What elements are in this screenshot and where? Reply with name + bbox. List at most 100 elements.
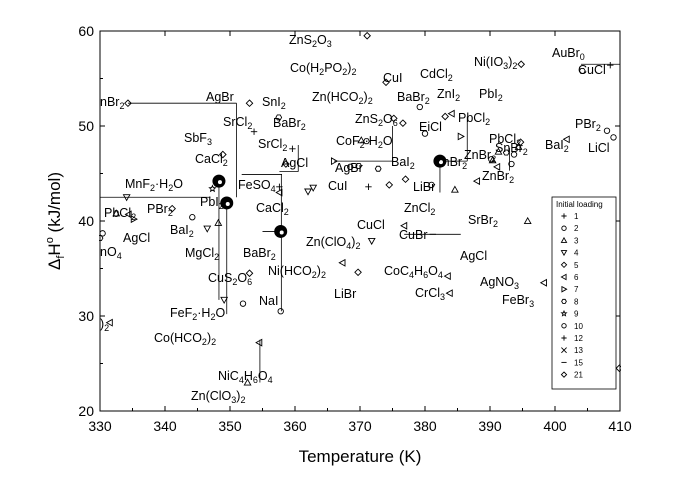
data-point bbox=[219, 150, 227, 159]
point-label: SnBr2 bbox=[495, 141, 528, 157]
point-label: PbI2 bbox=[200, 195, 224, 211]
data-markers bbox=[99, 31, 621, 386]
data-point bbox=[367, 237, 376, 246]
point-label: CaCl2 bbox=[195, 152, 228, 168]
data-point bbox=[514, 142, 523, 150]
point-label: AgCl bbox=[123, 231, 150, 245]
x-axis-title: Temperature (K) bbox=[299, 447, 422, 466]
data-point bbox=[245, 99, 254, 108]
point-label: SrBr2 bbox=[468, 213, 498, 229]
point-label: SnI2 bbox=[262, 95, 286, 111]
data-point bbox=[517, 60, 526, 69]
data-point bbox=[607, 62, 614, 69]
data-point bbox=[447, 109, 455, 118]
point-label: SrCl2 bbox=[258, 137, 287, 153]
plot-area bbox=[99, 30, 621, 412]
point-label: Ni(IO3)2 bbox=[474, 55, 517, 71]
legend-entry-label: 13 bbox=[574, 346, 583, 355]
highlight-point-core bbox=[438, 160, 443, 165]
legend-entry-label: 8 bbox=[574, 297, 579, 306]
data-point bbox=[450, 185, 459, 193]
data-point bbox=[382, 78, 390, 87]
x-tick-label: 410 bbox=[608, 418, 632, 434]
data-point bbox=[330, 157, 339, 166]
point-label: PbCl2 bbox=[104, 206, 136, 222]
data-point bbox=[539, 278, 547, 287]
legend-entry-label: 9 bbox=[574, 310, 579, 319]
data-point bbox=[400, 221, 408, 230]
legend-entry-label: 2 bbox=[574, 224, 579, 233]
point-label: BaBr2 bbox=[397, 90, 430, 106]
point-label: LiBr bbox=[334, 287, 356, 301]
x-tick-label: 340 bbox=[153, 418, 177, 434]
data-point bbox=[421, 130, 429, 137]
data-point bbox=[510, 151, 518, 158]
legend-marker bbox=[561, 225, 567, 231]
legend-marker bbox=[561, 347, 567, 354]
point-label: PbI2 bbox=[479, 87, 503, 103]
data-point bbox=[275, 114, 283, 121]
y-tick-label: 20 bbox=[78, 403, 94, 419]
x-tick-label: 380 bbox=[413, 418, 437, 434]
point-label: nO4 bbox=[100, 245, 122, 261]
point-label: ZnCl2 bbox=[404, 201, 435, 217]
point-label: AgBr bbox=[206, 90, 234, 104]
point-label: ZnBr2 bbox=[464, 148, 496, 164]
legend-entry-label: 5 bbox=[574, 261, 579, 270]
legend-box bbox=[551, 196, 617, 390]
data-point bbox=[508, 160, 515, 168]
point-label: ZnBr2 bbox=[482, 169, 514, 185]
legend-entry-label: 15 bbox=[574, 358, 583, 367]
point-label: CuBr bbox=[399, 228, 427, 242]
point-label: CuI bbox=[383, 71, 402, 85]
data-point bbox=[494, 147, 503, 155]
point-label: Co(H2PO2)2 bbox=[290, 61, 356, 77]
point-label: Zn(ClO3)2 bbox=[191, 389, 245, 405]
point-label: LiCl bbox=[588, 141, 610, 155]
point-label: CuS2O6 bbox=[208, 271, 252, 287]
point-label: nBr2 bbox=[100, 95, 124, 111]
point-label: Zn(HCO2)2 bbox=[312, 90, 373, 106]
data-point bbox=[610, 134, 617, 141]
point-label: )2 bbox=[100, 317, 109, 333]
point-label: SrCl2 bbox=[223, 115, 252, 131]
point-label: BaI2 bbox=[170, 223, 194, 239]
x-tick-label: 400 bbox=[543, 418, 567, 434]
point-label: AgCl bbox=[281, 156, 308, 170]
data-point bbox=[603, 127, 611, 134]
data-point bbox=[578, 67, 586, 74]
point-label: AgCl bbox=[460, 249, 487, 263]
data-point bbox=[124, 210, 132, 219]
data-point bbox=[214, 218, 223, 226]
data-point bbox=[355, 162, 363, 169]
connector-lines bbox=[100, 63, 620, 383]
x-tick-label: 350 bbox=[218, 418, 242, 434]
point-label: ZnS2O3 bbox=[289, 33, 332, 49]
data-point bbox=[457, 132, 465, 141]
data-point bbox=[357, 136, 366, 144]
data-point bbox=[516, 138, 525, 146]
y-tick-label: 60 bbox=[78, 23, 94, 39]
point-label: CuI bbox=[328, 179, 347, 193]
point-label: Co(HCO2)2 bbox=[154, 331, 216, 347]
point-label: SbF3 bbox=[184, 131, 212, 147]
point-label: Ni(HCO2)2 bbox=[268, 264, 326, 280]
data-point bbox=[338, 258, 346, 267]
legend-marker bbox=[561, 298, 567, 304]
legend-marker bbox=[560, 250, 568, 257]
legend-marker bbox=[561, 335, 567, 341]
point-label: EiCl bbox=[419, 120, 442, 134]
point-label: LiBr bbox=[413, 180, 435, 194]
legend-entry-label: 3 bbox=[574, 236, 579, 245]
legend-entry-label: 21 bbox=[574, 371, 583, 380]
legend-entry-label: 7 bbox=[574, 285, 579, 294]
point-label: Zn(ClO4)2 bbox=[306, 235, 360, 251]
y-tick-label: 50 bbox=[78, 118, 94, 134]
data-point bbox=[354, 268, 362, 277]
data-point bbox=[99, 235, 104, 242]
data-point bbox=[255, 338, 263, 347]
point-label: ZnI2 bbox=[437, 87, 460, 103]
point-label: BaBr2 bbox=[243, 246, 276, 262]
